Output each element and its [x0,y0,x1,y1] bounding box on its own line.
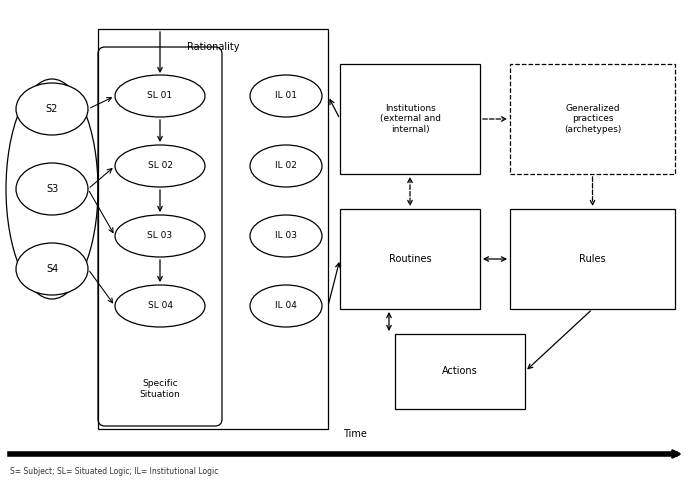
Text: IL 01: IL 01 [275,91,297,101]
Text: SL 04: SL 04 [148,302,173,311]
Text: S2: S2 [46,104,58,114]
Text: Institutions
(external and
internal): Institutions (external and internal) [380,104,441,134]
Ellipse shape [16,243,88,295]
Text: IL 02: IL 02 [275,162,297,170]
Ellipse shape [250,145,322,187]
Ellipse shape [16,163,88,215]
Text: S= Subject; SL= Situated Logic; IL= Institutional Logic: S= Subject; SL= Situated Logic; IL= Inst… [10,467,218,476]
Text: Rules: Rules [579,254,606,264]
Text: Generalized
practices
(archetypes): Generalized practices (archetypes) [564,104,621,134]
Text: SL 01: SL 01 [148,91,173,101]
Ellipse shape [250,215,322,257]
Text: Time: Time [343,429,367,439]
Ellipse shape [115,145,205,187]
Ellipse shape [250,75,322,117]
Ellipse shape [115,75,205,117]
Text: Actions: Actions [442,366,478,377]
Text: Rationality: Rationality [186,42,239,52]
Text: SL 02: SL 02 [148,162,173,170]
Bar [340,209,480,309]
Text: Routines: Routines [389,254,431,264]
Text: Specific
Situation: Specific Situation [139,379,180,399]
Text: S3: S3 [46,184,58,194]
Bar [510,209,675,309]
Text: IL 03: IL 03 [275,231,297,241]
Ellipse shape [115,285,205,327]
Bar [395,334,525,409]
Bar [340,64,480,174]
Text: S4: S4 [46,264,58,274]
Bar [510,64,675,174]
Bar [98,29,328,429]
Text: IL 04: IL 04 [275,302,297,311]
Ellipse shape [16,83,88,135]
Ellipse shape [115,215,205,257]
Text: SL 03: SL 03 [148,231,173,241]
Ellipse shape [250,285,322,327]
